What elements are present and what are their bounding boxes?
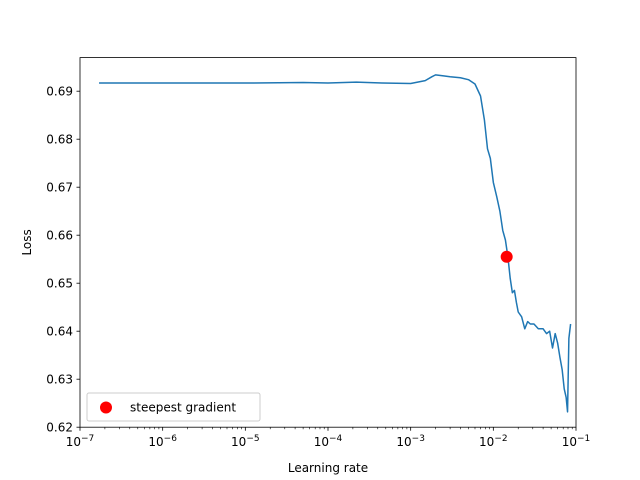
x-tick-label: 10−6 <box>148 434 177 449</box>
x-tick-label: 10−2 <box>479 434 508 449</box>
x-tick-label: 10−5 <box>231 434 260 449</box>
y-axis-label: Loss <box>20 229 34 255</box>
y-tick-label: 0.62 <box>46 420 73 434</box>
y-tick-label: 0.66 <box>46 228 73 242</box>
y-tick-label: 0.64 <box>46 324 73 338</box>
legend-label: steepest gradient <box>130 401 236 415</box>
y-tick-label: 0.69 <box>46 84 73 98</box>
x-axis-label: Learning rate <box>288 461 368 475</box>
y-tick-label: 0.65 <box>46 276 73 290</box>
y-tick-label: 0.63 <box>46 372 73 386</box>
x-tick-label: 10−7 <box>66 434 95 449</box>
legend-box <box>86 392 261 422</box>
y-tick-label: 0.68 <box>46 132 73 146</box>
y-axis: 0.62 0.63 0.64 0.65 0.66 0.67 0.68 0.69 <box>46 84 80 434</box>
x-tick-label: 10−3 <box>396 434 425 449</box>
legend-marker <box>100 401 112 414</box>
y-tick-label: 0.67 <box>46 180 73 194</box>
steepest-gradient-marker <box>500 250 513 263</box>
plot-frame <box>79 57 577 428</box>
loss-line <box>99 74 572 413</box>
plot-background <box>80 57 576 428</box>
x-tick-label: 10−4 <box>314 434 343 449</box>
legend: steepest gradient <box>86 392 261 422</box>
x-tick-label: 10−1 <box>562 434 591 449</box>
x-axis: 10−7 10−6 10−5 10−4 10−3 10−2 10−1 <box>66 427 591 449</box>
